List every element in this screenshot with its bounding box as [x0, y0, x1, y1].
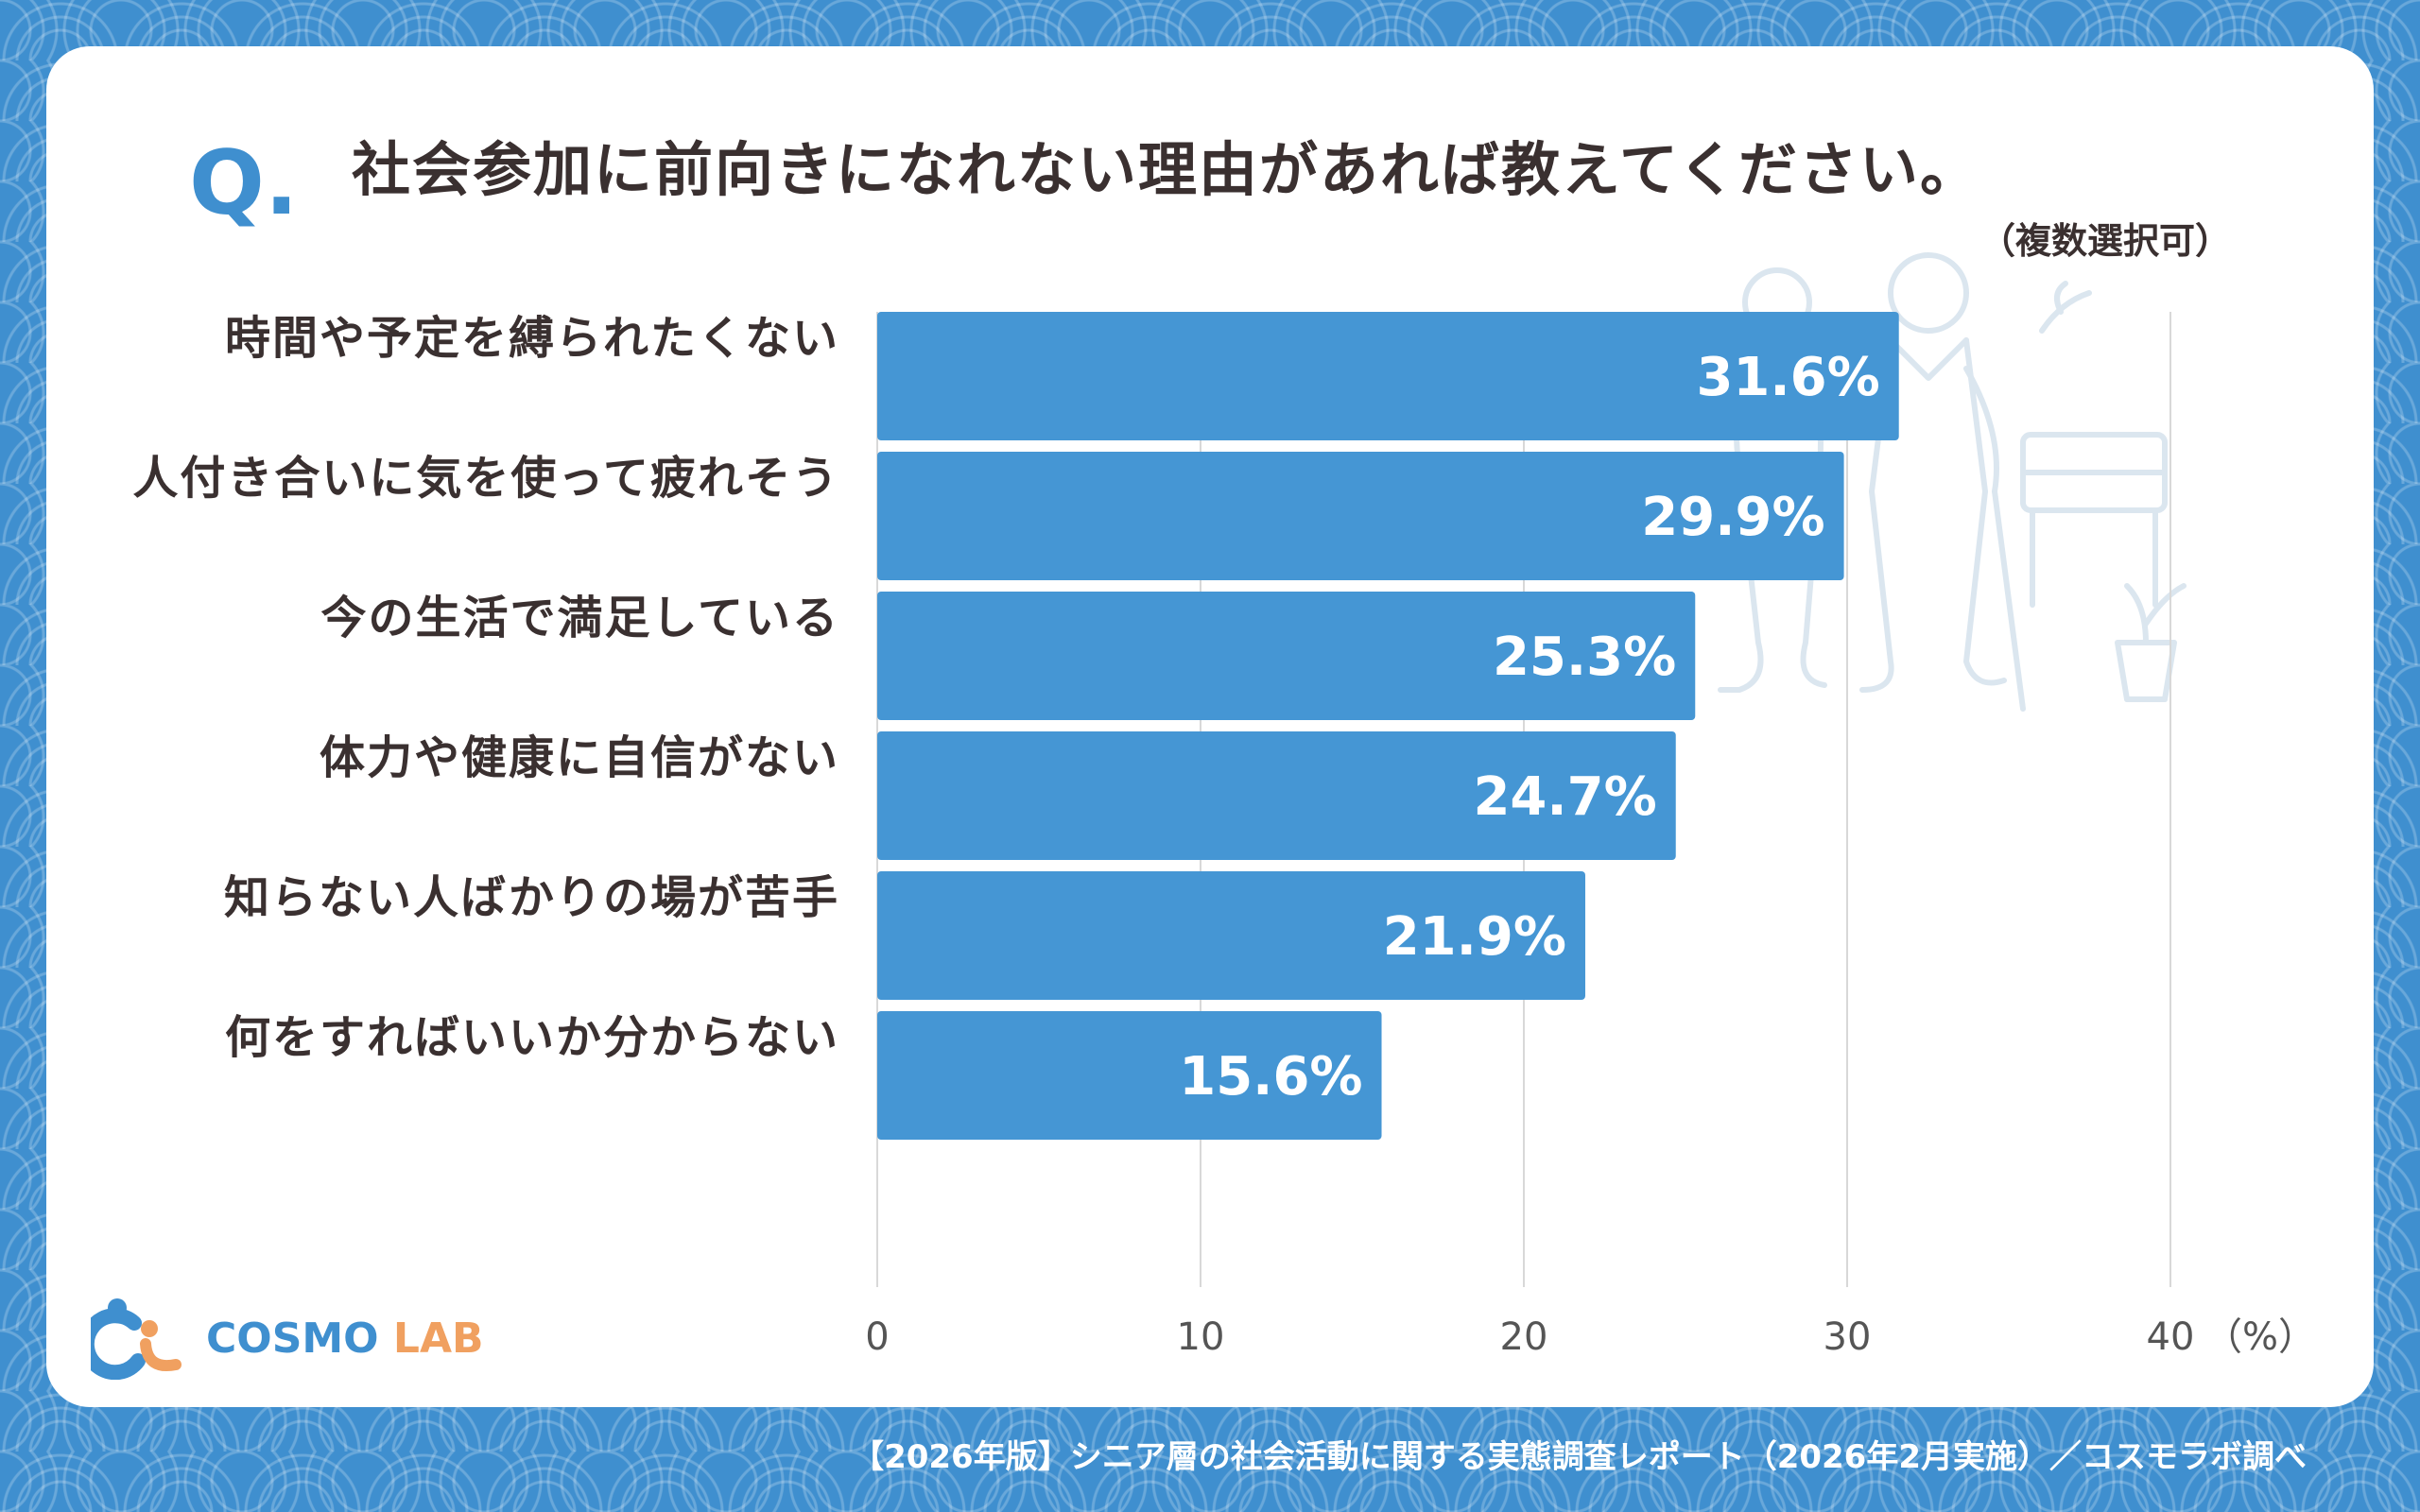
bar — [877, 312, 1899, 440]
logo-text-cosmo: COSMO — [206, 1314, 379, 1363]
category-label: 知らない人ばかりの場が苦手 — [224, 871, 839, 924]
cosmo-lab-logo: COSMO LAB — [91, 1295, 484, 1380]
source-footer: 【2026年版】シニア層の社会活動に関する実態調査レポート（2026年2月実施）… — [852, 1438, 2307, 1476]
bar-value-label: 24.7% — [1473, 766, 1656, 828]
category-label: 人付き合いに気を使って疲れそう — [132, 452, 839, 505]
x-tick-label: 40 — [2147, 1315, 2195, 1359]
question-note: （複数選択可） — [1979, 220, 2231, 262]
bar — [877, 592, 1696, 720]
bar — [877, 452, 1844, 580]
bar — [877, 1011, 1382, 1140]
category-label: 何をすればいいか分からない — [224, 1011, 839, 1064]
x-tick-label: 30 — [1824, 1315, 1872, 1359]
x-axis-unit: （%） — [2204, 1315, 2316, 1359]
bar — [877, 731, 1676, 860]
x-tick-label: 20 — [1500, 1315, 1548, 1359]
question-title: 社会参加に前向きになれない理由があれば教えてください。 — [352, 135, 1981, 204]
logo-text-lab: LAB — [392, 1314, 484, 1363]
x-tick-label: 0 — [865, 1315, 889, 1359]
question-mark: Q. — [189, 132, 299, 235]
bar-value-label: 29.9% — [1641, 487, 1824, 548]
bar-value-label: 25.3% — [1493, 627, 1676, 688]
logo-figure-icon — [91, 1298, 182, 1380]
x-tick-label: 10 — [1177, 1315, 1225, 1359]
bar — [877, 871, 1585, 1000]
bar-value-label: 21.9% — [1383, 906, 1566, 968]
bar-value-label: 15.6% — [1179, 1046, 1362, 1108]
content-card — [46, 46, 2374, 1407]
category-label: 時間や予定を縛られたくない — [224, 312, 839, 365]
category-label: 体力や健康に自信がない — [319, 731, 839, 784]
category-label: 今の生活で満足している — [320, 592, 839, 644]
bar-value-label: 31.6% — [1696, 347, 1879, 408]
